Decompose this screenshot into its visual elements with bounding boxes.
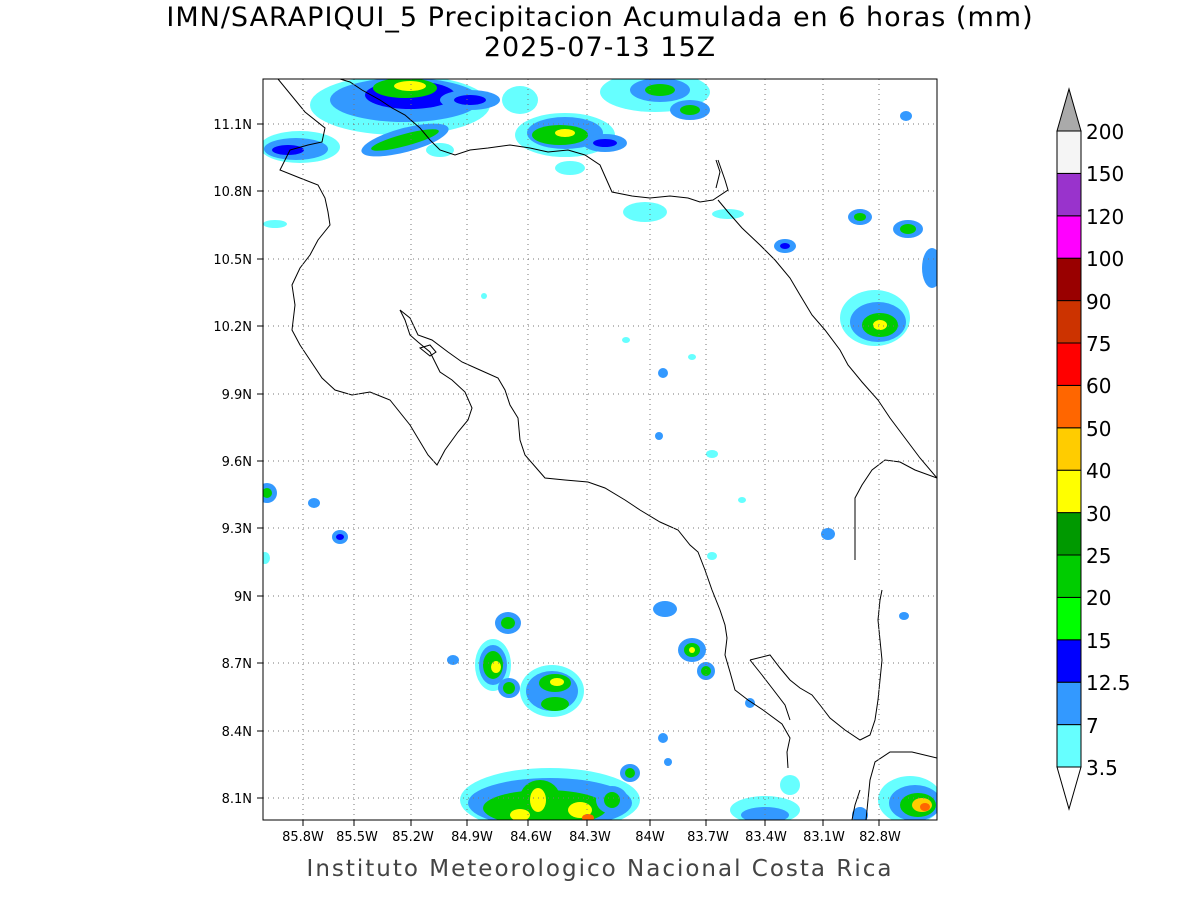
- lon-label: 83.7W: [687, 830, 729, 845]
- map-frame: [262, 78, 938, 821]
- colorbar-box: [1056, 596, 1082, 641]
- precipitation-field: [263, 79, 937, 820]
- map-title: IMN/SARAPIQUI_5 Precipitacion Acumulada …: [166, 2, 1034, 33]
- colorbar-box: [1056, 427, 1082, 471]
- rain-cell-southwest: [475, 612, 715, 717]
- colorbar-label: 20: [1086, 586, 1111, 610]
- colorbar-label: 150: [1086, 162, 1124, 186]
- lat-label: 9.3N: [222, 522, 252, 537]
- axis-ticks: [257, 123, 880, 826]
- colorbar-label: 60: [1086, 374, 1111, 398]
- colorbar-label: 120: [1086, 205, 1124, 229]
- lat-label: 8.1N: [222, 792, 252, 807]
- footer-credit: Instituto Meteorologico Nacional Costa R…: [306, 856, 894, 882]
- colorbar-box: [1056, 215, 1082, 259]
- colorbar-box: [1056, 681, 1082, 726]
- lat-label: 10.2N: [213, 320, 252, 335]
- colorbar-box: [1056, 300, 1082, 344]
- lon-label: 84.9W: [451, 830, 493, 845]
- colorbar-bottom-arrow: [1056, 766, 1082, 811]
- lat-label: 10.8N: [213, 185, 252, 200]
- colorbar-label: 3.5: [1086, 756, 1118, 780]
- colorbar-label: 50: [1086, 417, 1111, 441]
- colorbar-label: 25: [1086, 544, 1111, 568]
- lat-label: 8.7N: [222, 657, 252, 672]
- lat-label: 9N: [234, 590, 252, 605]
- map-subtitle: 2025-07-13 15Z: [483, 32, 717, 63]
- lat-label: 10.5N: [213, 253, 252, 268]
- colorbar: 3.5 7 12.5 15 20 25 30 40 50 60 75 90 10…: [1056, 87, 1131, 811]
- coastline: [277, 79, 937, 820]
- lon-label: 85.2W: [392, 830, 434, 845]
- colorbar-label: 90: [1086, 290, 1111, 314]
- rain-cell-south: [460, 764, 937, 820]
- lat-label: 8.4N: [222, 725, 252, 740]
- colorbar-box: [1056, 639, 1082, 683]
- lon-labels: 85.8W 85.5W 85.2W 84.9W 84.6W 84.3W 84W …: [282, 830, 901, 845]
- colorbar-label: 200: [1086, 120, 1124, 144]
- lon-label: 84W: [635, 830, 665, 845]
- lat-label: 9.9N: [222, 388, 252, 403]
- lat-label: 11.1N: [213, 118, 252, 133]
- lon-label: 85.8W: [282, 830, 324, 845]
- rain-cell-north: [263, 79, 744, 228]
- lon-label: 84.3W: [569, 830, 611, 845]
- colorbar-box: [1056, 469, 1082, 514]
- lon-label: 84.6W: [510, 830, 552, 845]
- colorbar-box: [1056, 724, 1082, 768]
- colorbar-label: 75: [1086, 332, 1111, 356]
- lon-label: 83.4W: [745, 830, 787, 845]
- colorbar-label: 30: [1086, 502, 1111, 526]
- lon-label: 83.1W: [803, 830, 845, 845]
- colorbar-box: [1056, 384, 1082, 429]
- colorbar-labels: 3.5 7 12.5 15 20 25 30 40 50 60 75 90 10…: [1086, 120, 1131, 780]
- colorbar-label: 100: [1086, 247, 1124, 271]
- colorbar-box: [1056, 512, 1082, 556]
- colorbar-box: [1056, 554, 1082, 598]
- rain-cell-northeast: [774, 111, 937, 346]
- colorbar-top-arrow: [1056, 87, 1082, 132]
- colorbar-box: [1056, 130, 1082, 174]
- colorbar-boxes: [1056, 130, 1082, 768]
- colorbar-label: 15: [1086, 629, 1111, 653]
- lat-label: 9.6N: [222, 455, 252, 470]
- colorbar-box: [1056, 172, 1082, 217]
- lon-label: 82.8W: [859, 830, 901, 845]
- colorbar-label: 7: [1086, 714, 1099, 738]
- lat-labels: 11.1N 10.8N 10.5N 10.2N 9.9N 9.6N 9.3N 9…: [213, 118, 252, 807]
- colorbar-label: 40: [1086, 459, 1111, 483]
- grid-lines: [263, 79, 937, 820]
- colorbar-label: 12.5: [1086, 671, 1131, 695]
- rain-cell-scattered: [263, 293, 909, 766]
- lon-label: 85.5W: [336, 830, 378, 845]
- colorbar-box: [1056, 342, 1082, 386]
- colorbar-box: [1056, 257, 1082, 302]
